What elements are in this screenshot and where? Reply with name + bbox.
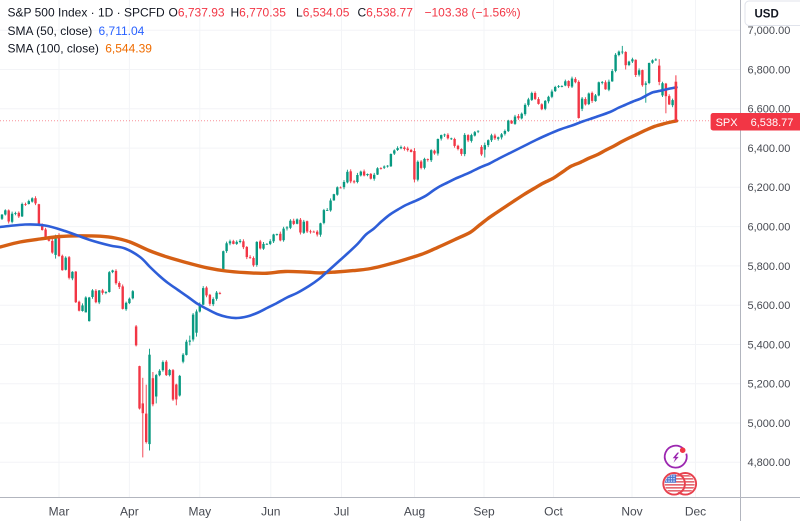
svg-text:5,200.00: 5,200.00 xyxy=(748,379,791,391)
svg-text:7,000.00: 7,000.00 xyxy=(748,25,791,37)
svg-text:Jul: Jul xyxy=(334,505,349,519)
svg-text:Mar: Mar xyxy=(49,505,70,519)
svg-text:6,538.77: 6,538.77 xyxy=(751,117,794,129)
svg-text:SPX: SPX xyxy=(716,117,739,129)
svg-text:6,200.00: 6,200.00 xyxy=(748,182,791,194)
svg-text:SMA (100, close) 6,544.39: SMA (100, close) 6,544.39 xyxy=(8,41,153,55)
svg-text:SMA (50, close) 6,711.04: SMA (50, close) 6,711.04 xyxy=(8,24,145,38)
svg-text:5,000.00: 5,000.00 xyxy=(748,418,791,430)
svg-text:Dec: Dec xyxy=(685,505,706,519)
svg-text:5,800.00: 5,800.00 xyxy=(748,261,791,273)
svg-text:5,400.00: 5,400.00 xyxy=(748,339,791,351)
svg-text:Nov: Nov xyxy=(621,505,642,519)
svg-text:4,800.00: 4,800.00 xyxy=(748,457,791,469)
svg-text:5,600.00: 5,600.00 xyxy=(748,300,791,312)
svg-text:6,000.00: 6,000.00 xyxy=(748,222,791,234)
svg-text:Jun: Jun xyxy=(261,505,280,519)
svg-text:Aug: Aug xyxy=(404,505,425,519)
svg-text:6,600.00: 6,600.00 xyxy=(748,104,791,116)
svg-text:May: May xyxy=(188,505,211,519)
svg-text:6,800.00: 6,800.00 xyxy=(748,64,791,76)
svg-text:Apr: Apr xyxy=(120,505,139,519)
svg-text:Sep: Sep xyxy=(473,505,495,519)
svg-text:6,400.00: 6,400.00 xyxy=(748,143,791,155)
svg-text:Oct: Oct xyxy=(544,505,563,519)
svg-text:USD: USD xyxy=(755,9,779,21)
